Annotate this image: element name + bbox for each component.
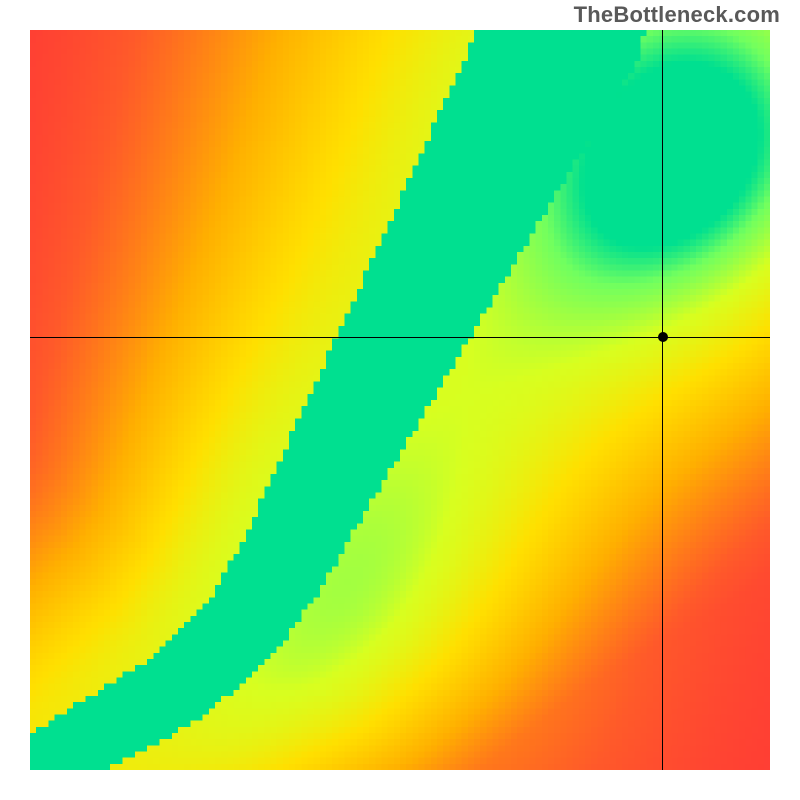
chart-container: TheBottleneck.com [0, 0, 800, 800]
heatmap-canvas [30, 30, 770, 770]
plot-area [30, 30, 770, 770]
crosshair-marker [658, 332, 668, 342]
crosshair-vertical [662, 30, 663, 770]
watermark-text: TheBottleneck.com [574, 2, 780, 28]
